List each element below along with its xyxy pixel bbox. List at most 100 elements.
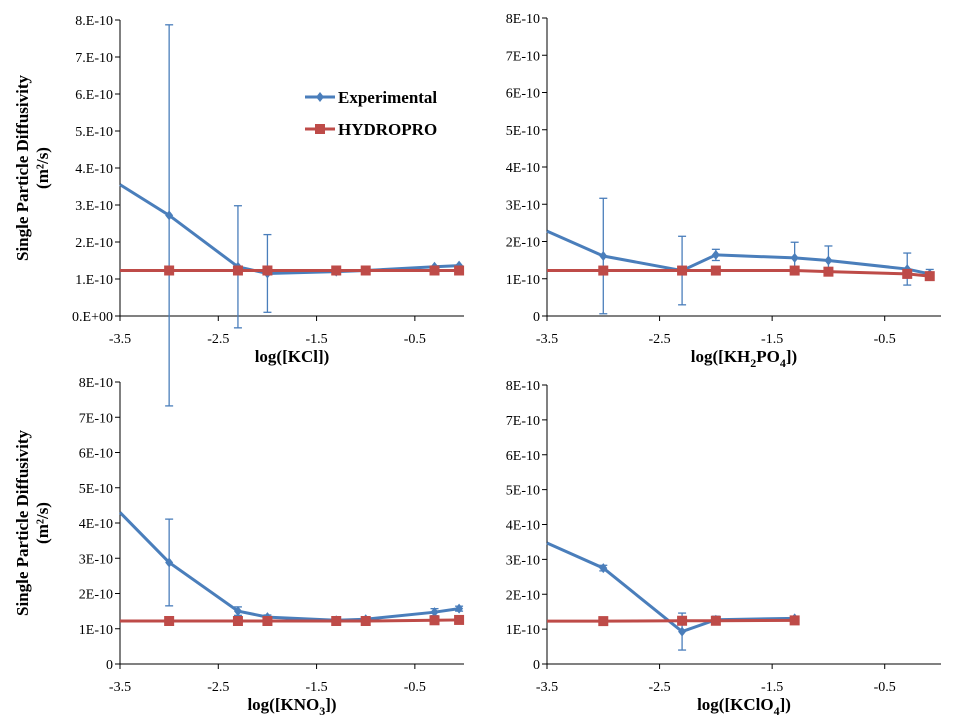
data-point: [165, 557, 174, 568]
x-tick-label: -2.5: [207, 680, 229, 695]
x-tick-label: -3.5: [536, 680, 558, 695]
data-point: [232, 615, 243, 626]
data-point: [824, 255, 833, 266]
x-tick-label: -1.5: [761, 332, 783, 347]
data-point: [924, 271, 935, 282]
y-tick-label: 6E-10: [79, 447, 113, 462]
data-point: [454, 614, 465, 625]
data-point: [677, 265, 688, 276]
data-point: [360, 265, 371, 276]
y-tick-label: 4E-10: [506, 161, 540, 176]
x-tick-label: -1.5: [305, 680, 327, 695]
y-tick-label: 4E-10: [79, 517, 113, 532]
data-point: [790, 252, 799, 263]
x-tick-label: -3.5: [536, 332, 558, 347]
data-point: [789, 265, 800, 276]
y-axis-label-line1: Single Particle Diffusivity: [13, 429, 32, 616]
data-point: [599, 563, 608, 574]
y-axis-label-line2: (m²/s): [33, 502, 52, 544]
data-point: [262, 615, 273, 626]
y-tick-label: 5E-10: [506, 484, 540, 499]
series-hydropro: [547, 615, 800, 627]
y-tick-label: 8E-10: [506, 379, 540, 394]
x-tick-label: -2.5: [648, 680, 670, 695]
data-point: [678, 626, 687, 637]
x-tick-label: -3.5: [109, 680, 131, 695]
y-tick-label: 0: [533, 658, 540, 673]
data-point: [164, 265, 175, 276]
data-point: [711, 249, 720, 260]
series-line: [118, 511, 460, 622]
y-tick-label: 0: [106, 658, 113, 673]
data-point: [710, 265, 721, 276]
data-point: [233, 606, 242, 617]
y-tick-label: 1E-10: [506, 623, 540, 638]
data-point: [598, 265, 609, 276]
legend-marker: [315, 124, 325, 134]
x-tick-label: -2.5: [648, 332, 670, 347]
y-tick-label: 7E-10: [506, 414, 540, 429]
data-point: [454, 265, 465, 276]
y-tick-label: 3E-10: [79, 552, 113, 567]
x-tick-label: -0.5: [874, 680, 896, 695]
y-tick-label: 1.E-10: [75, 273, 113, 288]
series-hydropro: [120, 265, 465, 276]
x-tick-label: -2.5: [207, 332, 229, 347]
y-tick-label: 8.E-10: [75, 14, 113, 29]
series-experimental: [546, 197, 934, 315]
data-point: [710, 615, 721, 626]
x-axis-label: log([KH2PO4]): [691, 347, 797, 370]
y-tick-label: 2E-10: [506, 588, 540, 603]
x-tick-label: -1.5: [305, 332, 327, 347]
x-tick-label: -0.5: [404, 332, 426, 347]
series-hydropro: [120, 614, 465, 626]
data-point: [232, 265, 243, 276]
data-point: [164, 615, 175, 626]
y-tick-label: 6E-10: [506, 87, 540, 102]
y-tick-label: 2E-10: [506, 236, 540, 251]
y-tick-label: 0.E+00: [72, 310, 113, 325]
y-tick-label: 1E-10: [79, 623, 113, 638]
series-line: [120, 618, 460, 623]
y-tick-label: 2E-10: [79, 588, 113, 603]
data-point: [165, 210, 174, 221]
chart-panel-2: 0 1E-10 2E-10 3E-10 4E-10 5E-10 6E-10 7E-10 8E-1…: [506, 12, 941, 370]
data-point: [823, 266, 834, 277]
data-point: [902, 268, 913, 279]
series-line: [119, 183, 460, 275]
chart-panel-3: 0 1E-10 2E-10 3E-10 4E-10 5E-10 6E-10 7E-10 8E-1…: [79, 376, 465, 718]
chart-panel-4: 0 1E-10 2E-10 3E-10 4E-10 5E-10 6E-10 7E-10 8E-1…: [506, 379, 941, 718]
data-point: [429, 265, 440, 276]
y-tick-label: 7E-10: [79, 411, 113, 426]
data-point: [262, 265, 273, 276]
y-tick-label: 4E-10: [506, 519, 540, 534]
data-point: [430, 607, 439, 618]
legend-marker: [316, 92, 324, 102]
y-tick-label: 5E-10: [79, 482, 113, 497]
y-tick-label: 3E-10: [506, 553, 540, 568]
data-point: [598, 616, 609, 627]
y-tick-label: 3.E-10: [75, 199, 113, 214]
x-tick-label: -0.5: [404, 680, 426, 695]
y-tick-label: 4.E-10: [75, 162, 113, 177]
y-tick-label: 5.E-10: [75, 125, 113, 140]
series-experimental: [546, 541, 799, 651]
y-tick-label: 7E-10: [506, 49, 540, 64]
y-tick-label: 1E-10: [506, 273, 540, 288]
legend-label: Experimental: [338, 88, 437, 107]
data-point: [360, 615, 371, 626]
series-line: [546, 229, 931, 276]
data-point: [599, 251, 608, 262]
series-hydropro: [547, 265, 935, 282]
y-axis-label-line2: (m²/s): [33, 147, 52, 189]
series-line: [547, 618, 795, 623]
y-tick-label: 8E-10: [506, 12, 540, 27]
y-tick-label: 6E-10: [506, 449, 540, 464]
data-point: [331, 615, 342, 626]
y-tick-label: 6.E-10: [75, 88, 113, 103]
x-axis-label: log([KCl]): [255, 347, 330, 366]
series-experimental: [118, 511, 464, 626]
series-line: [547, 269, 930, 278]
y-axis-label-line1: Single Particle Diffusivity: [13, 74, 32, 261]
